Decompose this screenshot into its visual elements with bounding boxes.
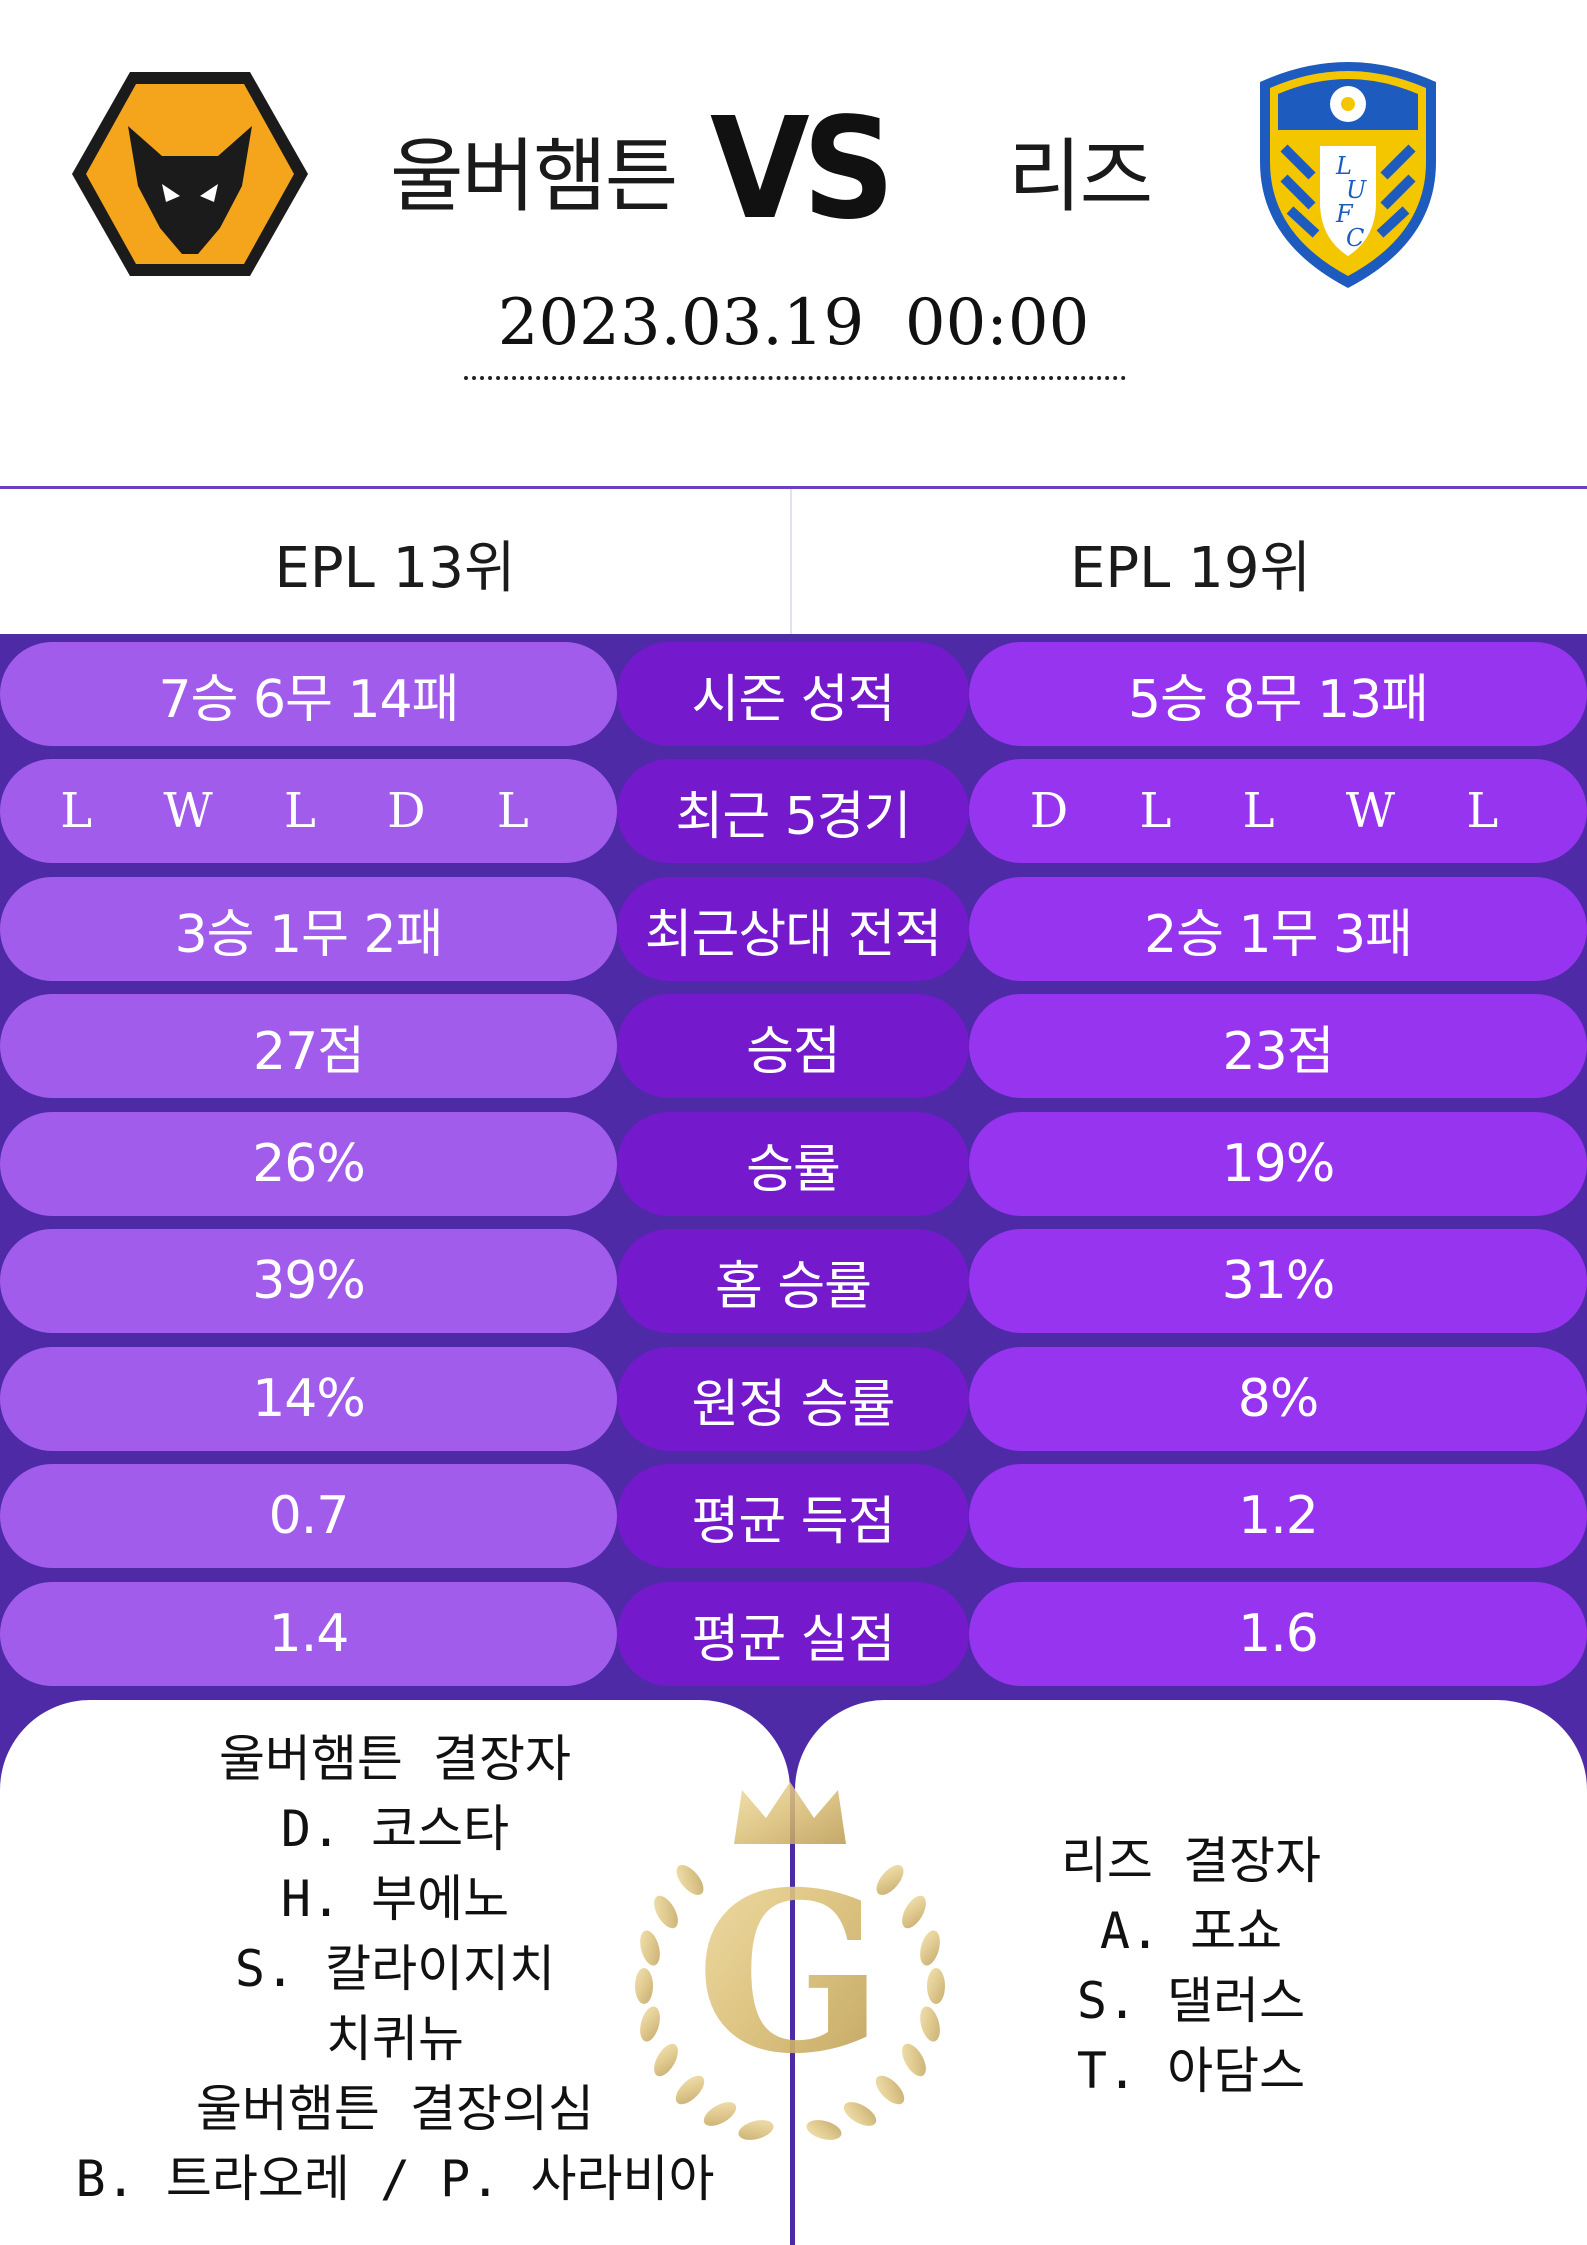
- home-absentees-list: 울버햄튼 결장자 D. 코스타 H. 부에노 S. 칼라이지치 치퀴뉴 울버햄튼…: [0, 1724, 790, 2214]
- match-header: 울버햄튼 VS 리즈 L U F C 2023.03.19 00:00: [0, 0, 1587, 486]
- home-absentees-card: 울버햄튼 결장자 D. 코스타 H. 부에노 S. 칼라이지치 치퀴뉴 울버햄튼…: [0, 1700, 790, 2245]
- stat-label: 원정 승률: [617, 1347, 969, 1451]
- stat-row-recent-form: L W L D L 최근 5경기 D L L W L: [0, 759, 1587, 863]
- wolves-crest-icon: [72, 72, 308, 276]
- stat-label: 시즌 성적: [617, 642, 969, 746]
- away-stat-value: 23점: [969, 994, 1587, 1098]
- home-stat-value: L W L D L: [0, 759, 617, 863]
- svg-text:L: L: [1335, 152, 1352, 180]
- away-stat-value: 31%: [969, 1229, 1587, 1333]
- leeds-crest-icon: L U F C: [1260, 62, 1436, 288]
- home-stat-value: 3승 1무 2패: [0, 877, 617, 981]
- svg-text:F: F: [1335, 200, 1354, 228]
- away-stat-value: 19%: [969, 1112, 1587, 1216]
- away-absentees-title: 리즈 결장자: [1060, 1832, 1322, 1890]
- absentee-item: S. 칼라이지치: [234, 1940, 556, 1998]
- away-team-name: 리즈: [1008, 130, 1153, 223]
- stat-row-avg-goals-against: 1.4 평균 실점 1.6: [0, 1582, 1587, 1686]
- absentee-item: T. 아담스: [1076, 2042, 1306, 2100]
- home-team-name: 울버햄튼: [390, 130, 678, 223]
- home-stat-value: 0.7: [0, 1464, 617, 1568]
- match-datetime: 2023.03.19 00:00: [497, 286, 1090, 360]
- stat-label: 홈 승률: [617, 1229, 969, 1333]
- stat-row-avg-goals-for: 0.7 평균 득점 1.2: [0, 1464, 1587, 1568]
- home-stat-value: 27점: [0, 994, 617, 1098]
- stat-row-win-rate: 26% 승률 19%: [0, 1112, 1587, 1216]
- stat-label: 평균 실점: [617, 1582, 969, 1686]
- home-stat-value: 26%: [0, 1112, 617, 1216]
- home-stat-value: 1.4: [0, 1582, 617, 1686]
- away-stat-value: 8%: [969, 1347, 1587, 1451]
- stat-row-away-win-rate: 14% 원정 승률 8%: [0, 1347, 1587, 1451]
- home-rank: EPL 13위: [274, 535, 516, 601]
- home-stat-value: 39%: [0, 1229, 617, 1333]
- home-stat-value: 14%: [0, 1347, 617, 1451]
- svg-text:C: C: [1346, 224, 1364, 252]
- stat-row-home-win-rate: 39% 홈 승률 31%: [0, 1229, 1587, 1333]
- absentees-section: 울버햄튼 결장자 D. 코스타 H. 부에노 S. 칼라이지치 치퀴뉴 울버햄튼…: [0, 1700, 1587, 2245]
- away-rank: EPL 19위: [790, 489, 1587, 637]
- away-stat-value: 1.2: [969, 1464, 1587, 1568]
- stat-row-season-record: 7승 6무 14패 시즌 성적 5승 8무 13패: [0, 642, 1587, 746]
- home-stat-value: 7승 6무 14패: [0, 642, 617, 746]
- away-stat-value: 5승 8무 13패: [969, 642, 1587, 746]
- home-absentees-title: 울버햄튼 결장자: [218, 1730, 572, 1788]
- vs-label: VS: [710, 88, 895, 251]
- stat-row-points: 27점 승점 23점: [0, 994, 1587, 1098]
- stat-label: 승률: [617, 1112, 969, 1216]
- rank-row: EPL 13위 EPL 19위: [0, 486, 1587, 637]
- doubtful-item: B. 트라오레 / P. 사라비아: [75, 2150, 715, 2208]
- absentee-item: H. 부에노: [280, 1870, 510, 1928]
- absentee-item: A. 포쇼: [1099, 1902, 1283, 1960]
- home-doubtful-title: 울버햄튼 결장의심: [195, 2080, 595, 2138]
- crown-laurel-icon: G: [635, 1782, 945, 2140]
- stats-table: 7승 6무 14패 시즌 성적 5승 8무 13패 L W L D L 최근 5…: [0, 634, 1587, 1700]
- away-stat-value: 1.6: [969, 1582, 1587, 1686]
- stat-label: 승점: [617, 994, 969, 1098]
- svg-text:U: U: [1346, 176, 1367, 204]
- away-stat-value: 2승 1무 3패: [969, 877, 1587, 981]
- away-absentees-card: 리즈 결장자 A. 포쇼 S. 댈러스 T. 아담스: [795, 1700, 1587, 2245]
- stat-row-head-to-head: 3승 1무 2패 최근상대 전적 2승 1무 3패: [0, 877, 1587, 981]
- absentee-item: D. 코스타: [280, 1800, 510, 1858]
- absentee-item: S. 댈러스: [1076, 1972, 1306, 2030]
- emblem-letter: G: [696, 1843, 884, 2102]
- stat-label: 최근상대 전적: [617, 877, 969, 981]
- away-absentees-list: 리즈 결장자 A. 포쇼 S. 댈러스 T. 아담스: [795, 1826, 1587, 2106]
- away-stat-value: D L L W L: [969, 759, 1587, 863]
- absentee-item: 치퀴뉴: [326, 2010, 464, 2068]
- stat-label: 최근 5경기: [617, 759, 969, 863]
- date-underline: [464, 376, 1126, 380]
- stat-label: 평균 득점: [617, 1464, 969, 1568]
